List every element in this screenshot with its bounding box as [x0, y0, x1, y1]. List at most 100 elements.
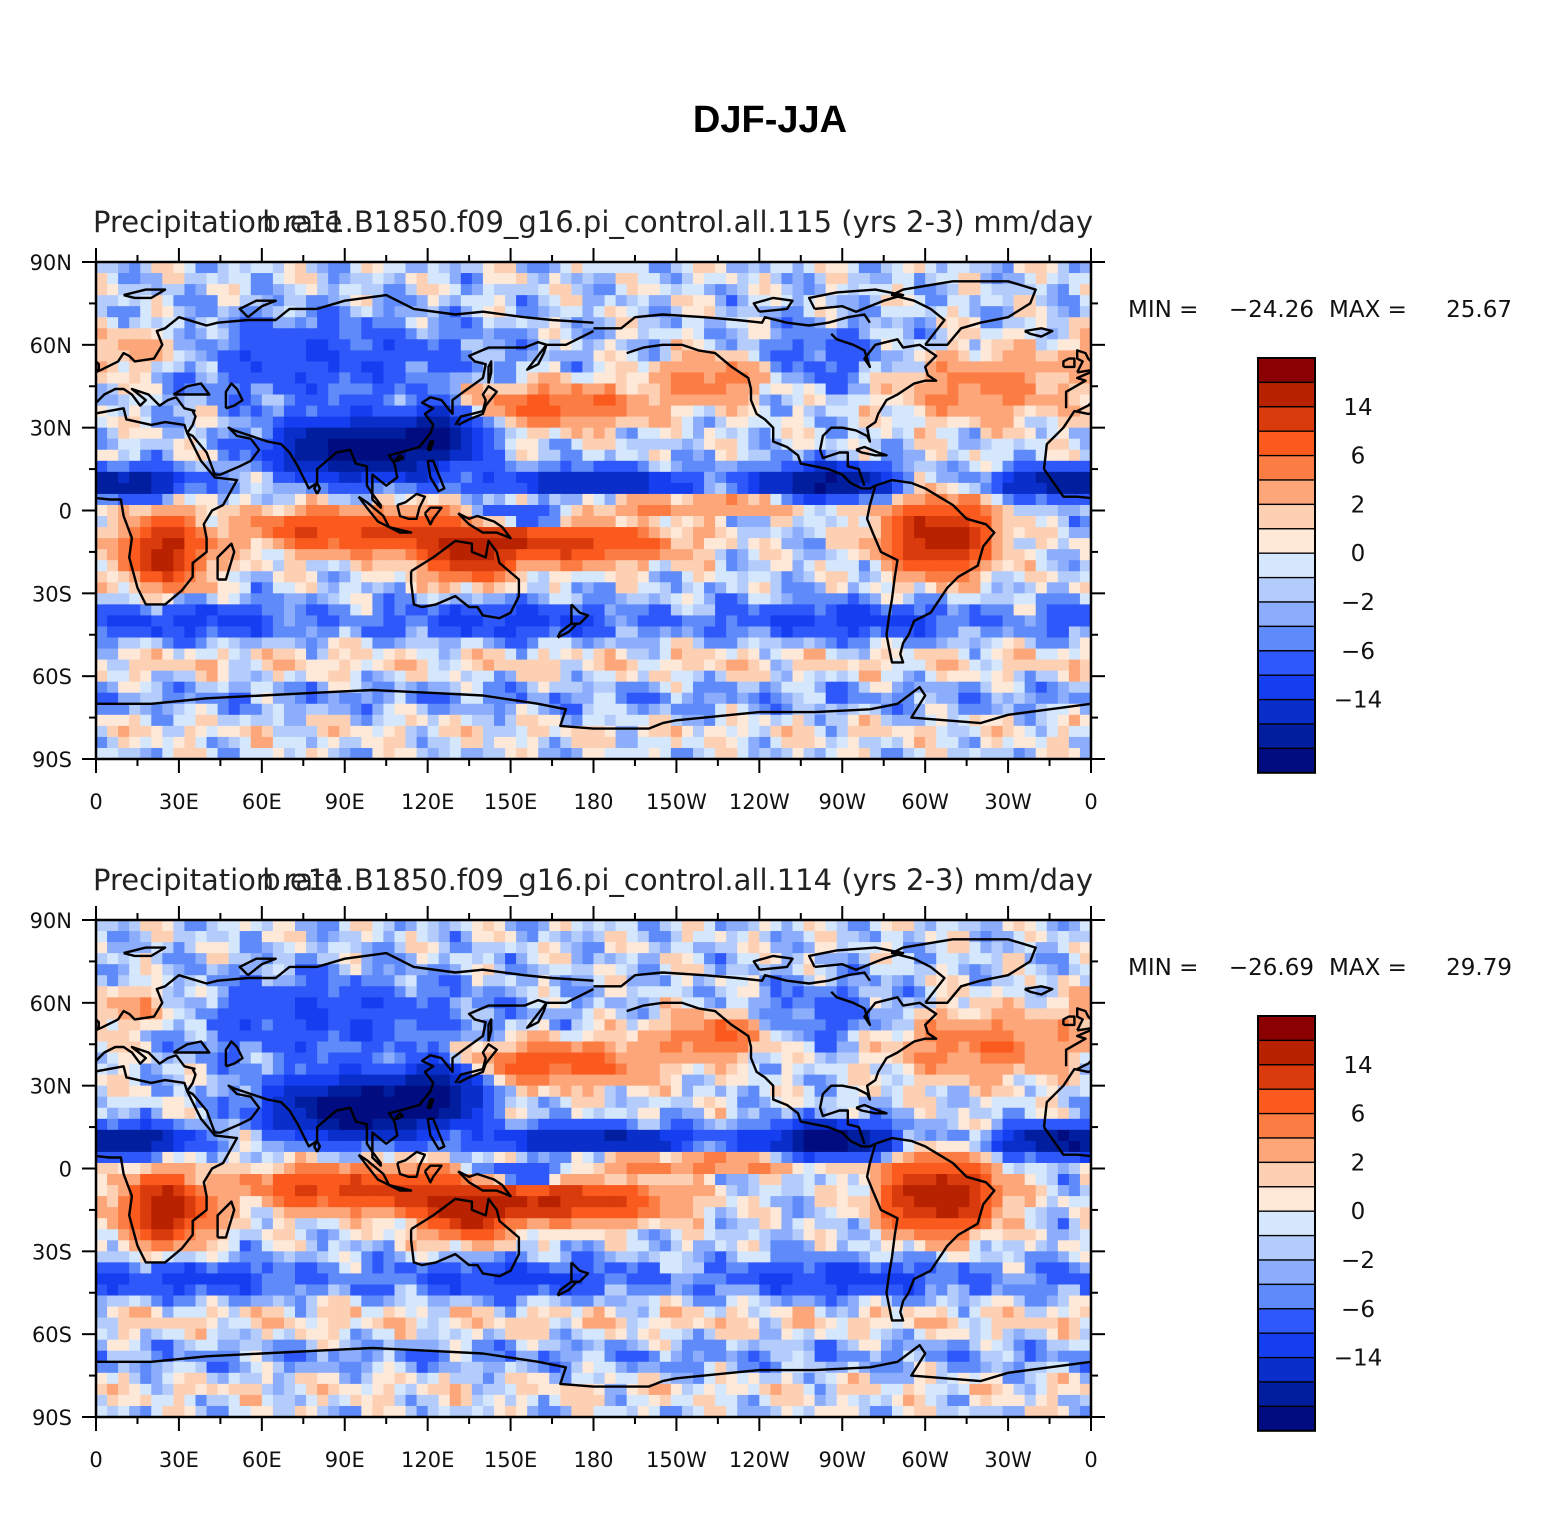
field-cell: [659, 394, 672, 407]
field-cell: [471, 703, 484, 716]
field-cell: [560, 604, 572, 617]
field-cell: [250, 383, 263, 396]
field-cell: [582, 626, 595, 639]
map-panel-2: Precipitation rateb.e11.B1850.f09_g16.pi…: [30, 863, 1512, 1472]
field-cell: [1035, 361, 1048, 374]
field-cell: [438, 549, 451, 561]
field-cell: [383, 394, 396, 407]
field-cell: [781, 942, 794, 954]
field-cell: [328, 482, 340, 495]
field-cell: [206, 725, 219, 738]
lat-label: 30S: [32, 582, 72, 606]
field-cell: [427, 681, 440, 694]
field-cell: [317, 549, 329, 561]
field-cell: [759, 361, 771, 374]
field-cell: [250, 516, 263, 528]
field-cell: [427, 416, 440, 429]
field-cell: [748, 942, 760, 954]
field-cell: [206, 703, 219, 716]
field-cell: [250, 560, 263, 572]
field-cell: [803, 427, 816, 440]
field-cell: [582, 438, 595, 451]
field-cell: [217, 361, 230, 374]
field-cell: [449, 648, 462, 661]
field-cell: [759, 648, 771, 661]
field-cell: [438, 361, 451, 374]
field-cell: [582, 405, 595, 418]
field-cell: [1002, 295, 1015, 307]
field-cell: [383, 670, 396, 683]
field-cell: [947, 725, 959, 738]
field-cell: [847, 648, 860, 661]
field-cell: [1079, 438, 1091, 451]
field-cell: [460, 262, 473, 274]
field-cell: [449, 964, 462, 976]
field-cell: [748, 372, 760, 385]
field-cell: [969, 920, 982, 932]
field-cell: [814, 659, 827, 672]
field-cell: [648, 659, 661, 672]
field-cell: [604, 637, 617, 650]
field-cell: [914, 493, 926, 506]
field-cell: [792, 986, 805, 998]
field-cell: [825, 703, 838, 716]
field-cell: [250, 317, 263, 329]
field-cell: [803, 964, 816, 976]
field-cell: [394, 942, 407, 954]
field-cell: [505, 361, 517, 374]
field-cell: [538, 931, 550, 943]
field-cell: [449, 637, 462, 650]
field-cell: [350, 306, 362, 318]
field-cell: [96, 714, 108, 727]
field-cell: [482, 493, 495, 506]
field-cell: [283, 527, 296, 539]
field-cell: [449, 361, 462, 374]
field-cell: [869, 931, 882, 943]
field-cell: [129, 604, 141, 617]
field-cell: [482, 681, 495, 694]
field-cell: [681, 714, 694, 727]
field-cell: [1002, 703, 1015, 716]
field-cell: [107, 306, 119, 318]
field-cell: [681, 626, 694, 639]
field-cell: [494, 975, 506, 987]
field-cell: [1024, 416, 1037, 429]
field-cell: [748, 383, 760, 396]
field-cell: [295, 582, 307, 594]
field-cell: [438, 339, 451, 351]
field-cell: [1013, 670, 1026, 683]
field-cell: [471, 953, 484, 965]
field-cell: [836, 460, 849, 473]
field-cell: [903, 604, 915, 617]
field-cell: [659, 383, 672, 396]
field-cell: [96, 560, 108, 572]
field-cell: [847, 582, 860, 594]
field-cell: [140, 538, 152, 550]
field-cell: [991, 637, 1004, 650]
field-cell: [261, 449, 274, 462]
field-cell: [306, 549, 318, 561]
field-cell: [858, 560, 871, 572]
field-cell: [903, 350, 915, 362]
field-cell: [129, 549, 141, 561]
field-cell: [681, 449, 694, 462]
field-cell: [184, 350, 197, 362]
field-cell: [438, 648, 451, 661]
field-cell: [261, 997, 274, 1009]
field-cell: [283, 681, 296, 694]
field-cell: [648, 964, 661, 976]
field-cell: [903, 615, 915, 628]
field-cell: [626, 681, 639, 694]
field-cell: [339, 383, 351, 396]
field-cell: [604, 482, 617, 495]
field-cell: [295, 714, 307, 727]
field-cell: [615, 538, 628, 550]
field-cell: [1068, 482, 1081, 495]
field-cell: [737, 471, 749, 484]
field-cell: [792, 725, 805, 738]
field-cell: [770, 328, 783, 340]
field-cell: [239, 493, 252, 506]
field-cell: [571, 449, 584, 462]
field-cell: [1002, 549, 1015, 561]
field-cell: [228, 593, 241, 605]
